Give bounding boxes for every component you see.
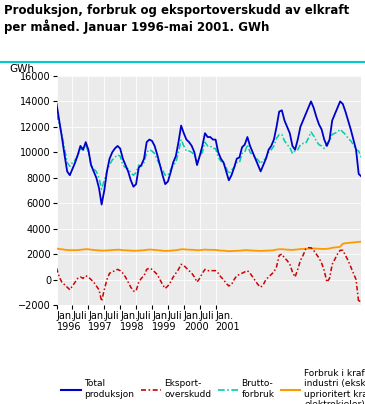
Text: Produksjon, forbruk og eksportoverskudd av elkraft: Produksjon, forbruk og eksportoverskudd … — [4, 4, 349, 17]
Text: GWh: GWh — [9, 64, 34, 74]
Text: per måned. Januar 1996-mai 2001. GWh: per måned. Januar 1996-mai 2001. GWh — [4, 19, 269, 34]
Legend: Total
produksjon, Eksport-
overskudd, Brutto-
forbruk, Forbruk i kraftintensiv
i: Total produksjon, Eksport- overskudd, Br… — [61, 369, 365, 404]
